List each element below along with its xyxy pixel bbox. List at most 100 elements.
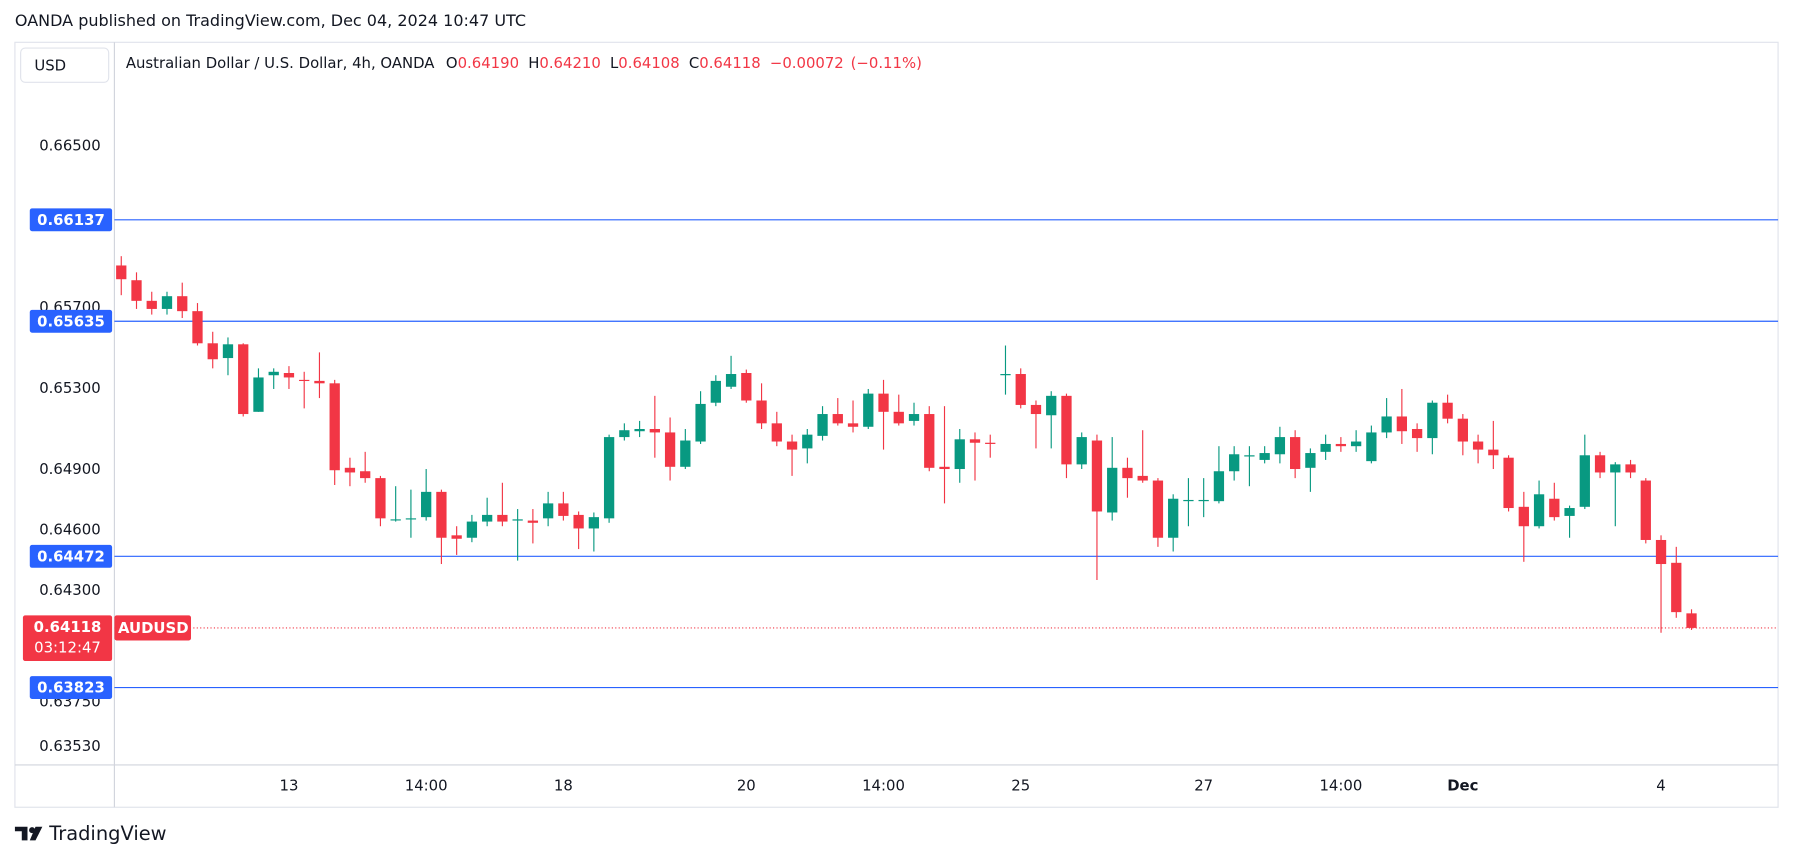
candle-body [1091,440,1103,512]
candle-body [1579,455,1590,507]
candle-body [771,423,782,442]
candle-body [924,414,935,468]
legend-low: 0.64108 [618,54,679,72]
candle-body [1396,416,1408,432]
candle-body [985,442,996,444]
candle-body [131,280,142,301]
candle-body [436,491,447,538]
candle-body [314,380,325,384]
candle-body [954,439,965,470]
candle-body [329,383,340,471]
candle-body [497,514,508,522]
candle-body [268,371,279,376]
candle-body [1457,418,1468,442]
level-label-box [29,309,113,333]
candle-body [558,503,569,516]
candle-body [1152,480,1164,538]
candle-body [1289,437,1301,470]
candle-body [1472,441,1484,450]
candle-body [512,519,523,521]
legend-o: O [446,54,458,72]
candle-body [893,411,904,424]
candle-body [908,414,920,421]
candle-body [573,514,584,529]
candle-body [116,265,127,280]
candle-body [1137,475,1148,481]
candle-body [161,296,173,309]
candle-body [1411,428,1423,439]
y-tick-label: 0.66500 [39,136,100,154]
candle-body [1320,443,1331,452]
y-tick-label: 0.64900 [39,460,100,478]
candle-body [1198,499,1209,502]
level-label: 0.63823 [37,679,105,697]
current-price-box [22,615,113,662]
candle-body [1564,508,1575,516]
candle-body [710,380,721,403]
candle-body [847,423,859,427]
candle-body [649,428,660,433]
candle-body [253,377,264,412]
candle-body [1015,374,1026,405]
candle-body [695,403,706,442]
candle-body [588,517,600,529]
level-label: 0.64472 [37,547,105,565]
legend-high: 0.64210 [539,54,600,72]
candle-body [527,520,539,523]
current-price-label: 0.64118 [34,618,102,636]
candle-body [664,432,676,467]
brand-logo [14,826,43,841]
currency-label[interactable]: USD [34,56,66,74]
candle-body [817,414,828,436]
legend-change: −0.00072 [770,54,844,72]
y-tick-label: 0.64600 [39,520,100,538]
candle-body [299,379,310,382]
candle-body [786,441,798,450]
candle-body [680,440,691,467]
chart-frame [14,41,1779,808]
candle-body [1076,437,1087,465]
y-tick-label: 0.64300 [39,581,100,599]
candle-body [619,430,630,438]
x-tick-label: 18 [554,777,573,795]
candle-body [1000,374,1011,376]
candles [116,256,1697,633]
candle-body [344,467,356,473]
x-tick-label: 13 [279,777,298,795]
x-tick-label: Dec [1447,777,1478,795]
x-tick-label: 20 [737,777,756,795]
x-tick-label: 27 [1194,777,1213,795]
countdown-label: 03:12:47 [34,638,101,656]
candle-body [832,414,843,424]
legend-change-pct: (−0.11%) [851,54,922,72]
legend: Australian Dollar / U.S. Dollar, 4h, OAN… [126,54,922,72]
candle-body [192,311,203,344]
candle-body [1671,562,1682,613]
level-label: 0.66137 [37,211,105,229]
candle-body [725,374,737,387]
candle-body [802,434,813,449]
x-tick-label: 14:00 [405,777,448,795]
candle-body [1549,498,1560,518]
currency-button[interactable] [20,47,110,83]
candle-body [1107,467,1118,513]
candle-body [283,373,295,378]
candle-body [756,400,767,424]
legend-close: 0.64118 [699,54,760,72]
candle-body [1335,443,1347,447]
candle-body [1625,464,1636,473]
candle-body [421,491,432,518]
symbol-box [114,615,192,641]
legend-title: Australian Dollar / U.S. Dollar, 4h, OAN… [126,54,435,72]
candle-body [1213,471,1225,502]
candle-body [542,503,554,519]
level-label: 0.65635 [37,312,105,330]
candle-body [1381,416,1392,433]
candle-body [238,344,249,415]
candle-body [207,343,218,360]
candle-body [375,478,386,519]
level-label-box [29,676,113,699]
candle-body [360,471,371,479]
published-line: OANDA published on TradingView.com, Dec … [15,11,526,30]
